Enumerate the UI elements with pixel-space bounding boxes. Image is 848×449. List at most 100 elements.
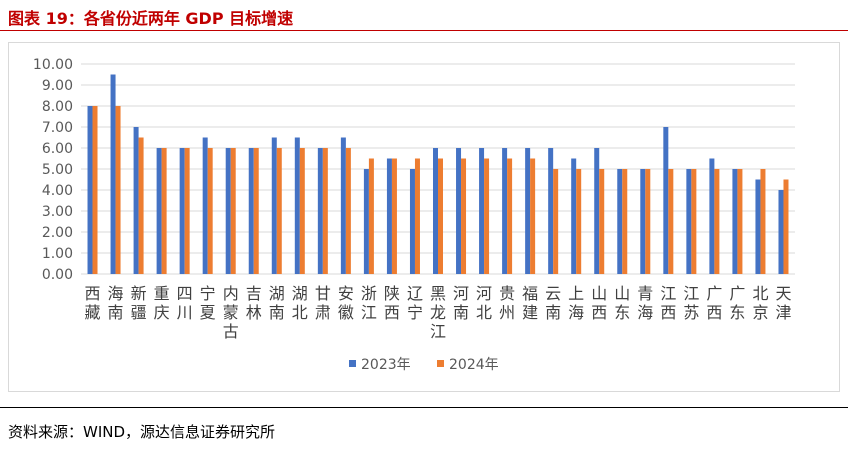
bar-2024 xyxy=(414,158,420,274)
bar-2024 xyxy=(599,169,605,274)
x-tick-label: 河北 xyxy=(476,284,492,322)
y-tick-label: 4.00 xyxy=(42,183,73,199)
x-tick-label: 西藏 xyxy=(85,284,101,322)
bar-2023 xyxy=(709,158,715,274)
bar-2024 xyxy=(691,169,697,274)
bar-2023 xyxy=(248,148,254,274)
source-note: 资料来源：WIND，源达信息证券研究所 xyxy=(8,423,276,441)
x-tick-label: 四川 xyxy=(177,284,193,322)
x-tick-label: 贵州 xyxy=(499,284,515,322)
x-tick-label: 北京 xyxy=(752,284,768,322)
bar-2024 xyxy=(230,148,236,274)
y-tick-label: 1.00 xyxy=(42,246,73,262)
bar-2023 xyxy=(363,169,369,274)
x-tick-label: 河南 xyxy=(453,284,469,322)
bar-2024 xyxy=(138,137,144,274)
bar-2023 xyxy=(732,169,738,274)
bar-2023 xyxy=(663,127,669,274)
bar-2024 xyxy=(368,158,374,274)
bar-2024 xyxy=(207,148,213,274)
y-tick-label: 3.00 xyxy=(42,204,73,220)
bar-2023 xyxy=(456,148,462,274)
bar-2023 xyxy=(778,190,784,274)
x-tick-label: 甘肃 xyxy=(315,284,331,322)
figure-title: 图表 19：各省份近两年 GDP 目标增速 xyxy=(8,9,294,28)
x-tick-label: 云南 xyxy=(545,284,561,322)
x-tick-label: 辽宁 xyxy=(407,284,423,322)
bar-2023 xyxy=(340,137,346,274)
bar-2023 xyxy=(617,169,623,274)
legend-label-2024: 2024年 xyxy=(449,357,499,373)
bar-2024 xyxy=(391,158,397,274)
bar-2023 xyxy=(548,148,554,274)
y-tick-label: 8.00 xyxy=(42,99,73,115)
y-tick-label: 5.00 xyxy=(42,162,73,178)
y-tick-label: 2.00 xyxy=(42,225,73,241)
x-tick-label: 青海 xyxy=(637,284,653,322)
y-tick-label: 6.00 xyxy=(42,141,73,157)
x-tick-label: 内蒙古 xyxy=(223,284,239,341)
bar-2024 xyxy=(322,148,328,274)
x-tick-label: 天津 xyxy=(775,284,791,322)
bar-chart: 0.00 1.00 2.00 3.00 4.00 5.00 6.00 7.00 8.00 9.00… xyxy=(33,57,795,373)
bar-2024 xyxy=(507,158,513,274)
legend-swatch-2023 xyxy=(349,360,356,367)
x-tick-label: 湖南 xyxy=(269,284,285,322)
bar-2023 xyxy=(479,148,485,274)
x-tick-label: 重庆 xyxy=(154,284,170,322)
x-tick-label: 宁夏 xyxy=(200,284,216,322)
bar-2023 xyxy=(386,158,392,274)
bar-2024 xyxy=(161,148,167,274)
bar-2023 xyxy=(156,148,162,274)
bar-2023 xyxy=(110,74,116,274)
bar-2023 xyxy=(640,169,646,274)
bar-2023 xyxy=(502,148,508,274)
y-tick-label: 0.00 xyxy=(42,267,73,283)
y-tick-label: 10.00 xyxy=(33,57,73,73)
x-tick-label: 福建 xyxy=(522,284,538,322)
bar-2024 xyxy=(253,148,259,274)
x-tick-label: 广西 xyxy=(706,284,722,322)
x-tick-label: 安徽 xyxy=(338,284,354,322)
bar-2024 xyxy=(299,148,305,274)
x-tick-label: 湖北 xyxy=(292,284,308,322)
bottom-rule xyxy=(0,407,848,408)
bar-2024 xyxy=(645,169,651,274)
bar-2024 xyxy=(737,169,743,274)
x-tick-label: 江西 xyxy=(660,284,676,322)
bar-2024 xyxy=(438,158,443,274)
bar-2024 xyxy=(461,158,467,274)
bar-2023 xyxy=(294,137,300,274)
bar-2023 xyxy=(271,137,277,274)
bar-2024 xyxy=(276,148,282,274)
bar-2023 xyxy=(525,148,531,274)
y-tick-label: 7.00 xyxy=(42,120,73,136)
bar-2024 xyxy=(668,169,674,274)
bar-2024 xyxy=(553,169,559,274)
x-tick-label: 江苏 xyxy=(683,284,699,322)
bar-2024 xyxy=(576,169,582,274)
bar-2023 xyxy=(202,137,208,274)
bar-2023 xyxy=(755,179,761,274)
x-tick-label: 山西 xyxy=(591,284,607,322)
chart-frame: 0.00 1.00 2.00 3.00 4.00 5.00 6.00 7.00 8.00 9.00… xyxy=(8,42,840,392)
x-tick-label: 海南 xyxy=(108,284,124,322)
y-tick-label: 9.00 xyxy=(42,78,73,94)
bar-2023 xyxy=(594,148,600,274)
x-tick-label: 黑龙江 xyxy=(430,284,446,341)
bar-2024 xyxy=(115,106,121,274)
bar-2024 xyxy=(345,148,351,274)
bar-2023 xyxy=(87,106,93,274)
x-tick-label: 广东 xyxy=(729,284,745,322)
bar-2024 xyxy=(92,106,98,274)
bar-2023 xyxy=(686,169,692,274)
x-tick-label: 陕西 xyxy=(384,284,400,322)
x-tick-label: 上海 xyxy=(568,284,584,322)
x-tick-label: 浙江 xyxy=(361,284,377,322)
bar-2023 xyxy=(409,169,415,274)
bar-2024 xyxy=(760,169,766,274)
bar-2024 xyxy=(622,169,628,274)
bar-2023 xyxy=(317,148,323,274)
title-rule xyxy=(0,30,848,31)
bar-2024 xyxy=(783,179,789,274)
